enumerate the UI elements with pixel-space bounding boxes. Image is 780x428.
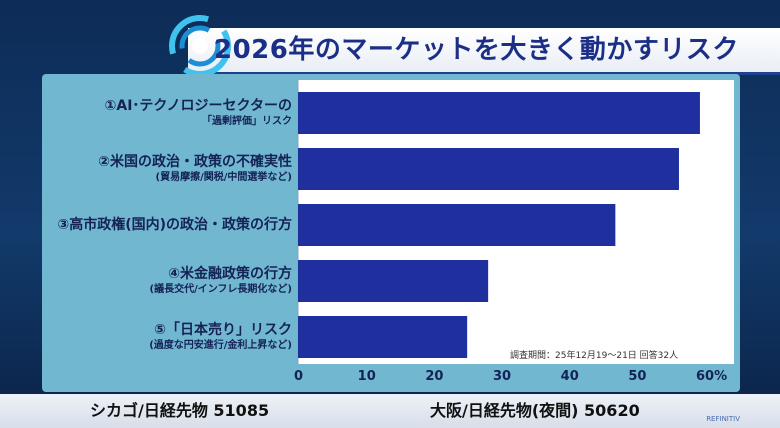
x-tick-label: 40 <box>560 369 579 384</box>
category-label-sub: (貿易摩擦/関税/中間選挙など) <box>155 171 292 183</box>
x-tick-label: 10 <box>357 369 376 384</box>
category-label-5: ⑤「日本売り」リスク (過度な円安進行/金利上昇など) <box>42 322 292 353</box>
title-bar <box>188 28 780 75</box>
bar-3 <box>298 204 616 246</box>
bar-2 <box>298 148 679 190</box>
x-tick-label: 30 <box>493 369 512 384</box>
x-tick-label: 0 <box>294 369 304 384</box>
bar-4 <box>298 260 489 302</box>
category-label-2: ②米国の政治・政策の不確実性 (貿易摩擦/関税/中間選挙など) <box>42 154 292 185</box>
bar-1 <box>298 92 700 134</box>
bar-5 <box>298 316 468 358</box>
category-label-main: ④米金融政策の行方 <box>168 265 292 282</box>
x-tick-label: 20 <box>425 369 444 384</box>
category-label-4: ④米金融政策の行方 (議長交代/インフレ長期化など) <box>42 265 293 297</box>
category-label-main: ⑤「日本売り」リスク <box>154 321 292 338</box>
category-label-main: ③高市政権(国内)の政治・政策の行方 <box>57 216 292 233</box>
brand-tag: REFINITIV <box>706 415 740 423</box>
category-label-sub: (議長交代/インフレ長期化など) <box>149 283 293 295</box>
x-tick-label: 60% <box>696 369 728 384</box>
category-label-3: ③高市政権(国内)の政治・政策の行方 <box>42 217 292 234</box>
category-label-sub: 「過剰評価」リスク <box>202 115 292 127</box>
ticker-bar <box>0 394 780 428</box>
category-label-main: ①AI･テクノロジーセクターの <box>104 97 293 114</box>
x-tick-label: 50 <box>628 369 647 384</box>
survey-note: 調査期間：25年12月19〜21日 回答32人 <box>510 348 679 361</box>
category-label-main: ②米国の政治・政策の不確実性 <box>98 153 292 170</box>
ticker-osaka: 大阪/日経先物(夜間) 50620 <box>430 401 640 420</box>
ticker-chicago: シカゴ/日経先物 51085 <box>90 401 270 420</box>
page-title: 2026年のマーケットを大きく動かすリスク <box>214 35 739 65</box>
category-label-1: ①AI･テクノロジーセクターの 「過剰評価」リスク <box>42 97 293 129</box>
category-label-sub: (過度な円安進行/金利上昇など) <box>149 339 292 351</box>
